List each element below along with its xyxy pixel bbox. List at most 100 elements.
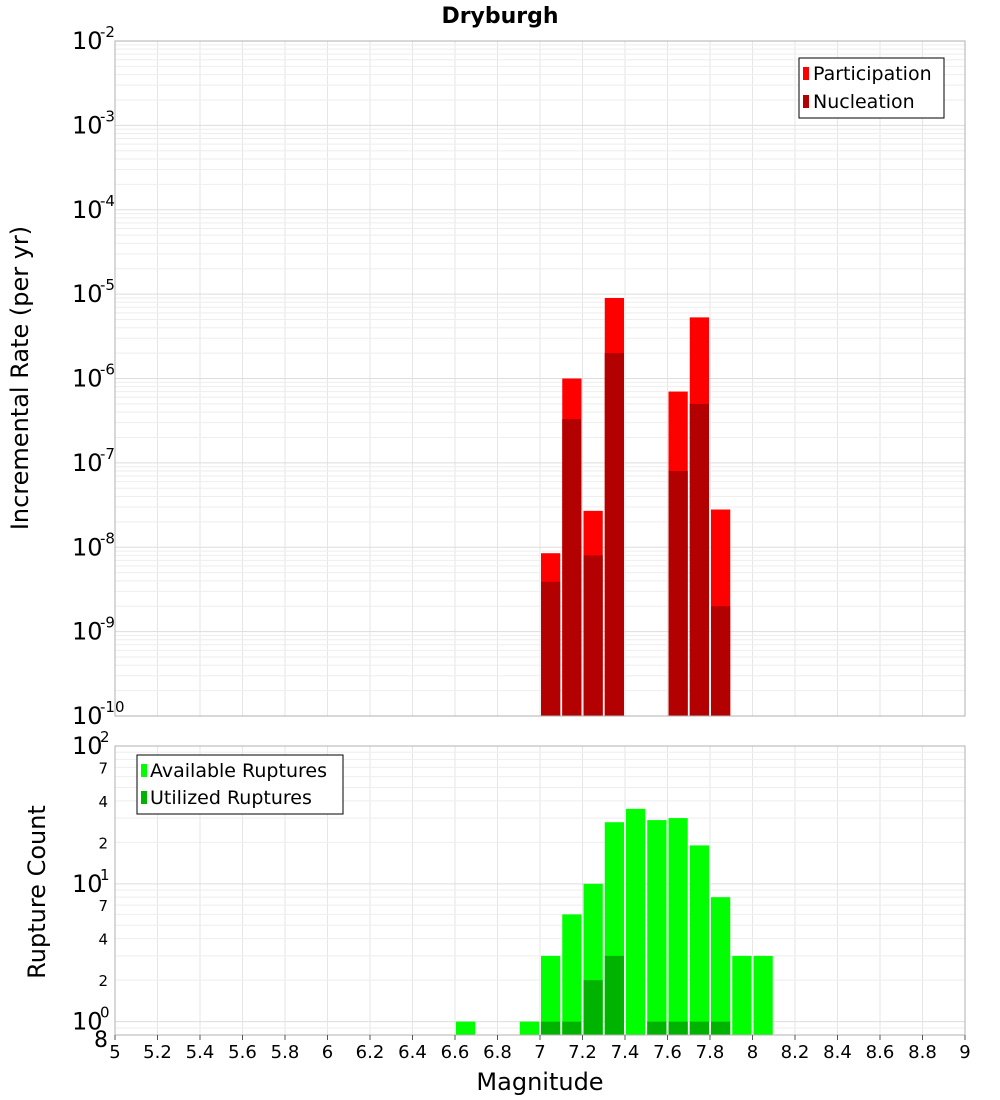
nucleation-bar (689, 403, 709, 716)
rate-y-tick-exponent: -8 (100, 529, 115, 547)
available-ruptures-bar (668, 818, 688, 1035)
x-tick-label: 7.2 (568, 1042, 597, 1063)
available-ruptures-bar (647, 820, 667, 1035)
legend-label-available: Available Ruptures (150, 760, 327, 782)
available-ruptures-bar (626, 808, 646, 1035)
rate-y-tick-label: 10-9 (72, 614, 115, 646)
available-ruptures-bar (689, 845, 709, 1035)
count-y-minor-tick-label: 2 (98, 972, 108, 990)
legend-label-utilized: Utilized Ruptures (150, 787, 312, 809)
rate-y-tick-base: 10 (72, 280, 103, 308)
nucleation-bar (583, 555, 603, 716)
utilized-ruptures-bar (562, 1021, 582, 1035)
count-y-minor-tick-label: 4 (98, 931, 108, 949)
x-tick-label: 9 (959, 1042, 970, 1063)
count-y-minor-tick-label: 7 (98, 759, 108, 777)
x-tick-label: 8.6 (866, 1042, 895, 1063)
rate-y-tick-exponent: -7 (100, 445, 115, 463)
available-ruptures-bar (456, 1021, 476, 1035)
utilized-ruptures-bar (668, 1021, 688, 1035)
x-axis-ticks: 5 5.2 5.4 5.6 5.8 6 6.2 6.4 6.6 6.8 7 7.2 7.4 7.6 7.8 8… (109, 1035, 971, 1063)
rate-y-tick-exponent: -10 (100, 698, 125, 716)
rate-y-tick-label: 10-2 (72, 23, 115, 55)
count-y-tick-label: 102 (72, 728, 110, 760)
nucleation-bar (541, 581, 561, 716)
utilized-ruptures-bar (541, 1021, 561, 1035)
utilized-ruptures-bar (604, 955, 624, 1035)
rate-y-tick-label: 10-8 (72, 529, 115, 561)
x-tick-label: 8.2 (781, 1042, 810, 1063)
rate-y-tick-base: 10 (72, 533, 103, 561)
x-tick-label: 8.8 (908, 1042, 937, 1063)
rate-y-tick-exponent: -2 (100, 23, 115, 41)
x-tick-label: 6.2 (356, 1042, 385, 1063)
count-y-tick-label: 100 (72, 1004, 110, 1036)
rate-plot-frame (114, 40, 966, 717)
count-y-minor-tick-label: 8 (94, 1028, 108, 1053)
count-bars (456, 808, 773, 1035)
nucleation-bar (711, 606, 731, 716)
utilized-ruptures-bar (583, 980, 603, 1035)
legend-label-nucleation: Nucleation (813, 91, 915, 113)
utilized-ruptures-bar (689, 1021, 709, 1035)
rate-y-tick-label: 10-5 (72, 276, 115, 308)
available-ruptures-bar (541, 955, 561, 1035)
rate-y-tick-exponent: -5 (100, 276, 115, 294)
legend-swatch-utilized (141, 791, 147, 804)
legend-label-participation: Participation (813, 63, 932, 85)
x-tick-label: 8 (747, 1042, 758, 1063)
rate-y-axis-label: Incremental Rate (per yr) (6, 226, 34, 530)
available-ruptures-bar (711, 897, 731, 1035)
nucleation-bar (668, 471, 688, 716)
rate-y-tick-exponent: -3 (100, 107, 115, 125)
rate-y-tick-label: 10-6 (72, 361, 115, 393)
rate-y-tick-label: 10-7 (72, 445, 115, 477)
available-ruptures-bar (519, 1021, 539, 1035)
rate-y-tick-label: 10-4 (72, 192, 115, 224)
count-y-tick-base: 10 (72, 1008, 103, 1036)
rate-y-tick-exponent: -9 (100, 614, 115, 632)
count-y-minor-tick-label: 7 (98, 897, 108, 915)
rate-bars (541, 297, 731, 716)
rate-y-tick-exponent: -6 (100, 361, 115, 379)
rate-grid (114, 41, 966, 717)
legend-swatch-nucleation (803, 95, 809, 108)
rate-y-tick-label: 10-10 (72, 698, 125, 730)
chart-title: Dryburgh (441, 4, 558, 29)
nucleation-bar (562, 419, 582, 716)
count-legend: Available Ruptures Utilized Ruptures (136, 754, 344, 815)
count-y-tick-exponent: 1 (100, 866, 110, 884)
x-tick-label: 6.8 (483, 1042, 512, 1063)
x-tick-label: 5 (109, 1042, 120, 1063)
x-tick-label: 7.8 (696, 1042, 725, 1063)
count-y-tick-label: 101 (72, 866, 110, 898)
rate-y-tick-base: 10 (72, 196, 103, 224)
x-axis-label: Magnitude (476, 1068, 603, 1096)
rate-y-tick-label: 10-3 (72, 107, 115, 139)
rate-legend-box (798, 57, 945, 119)
x-tick-label: 7.4 (611, 1042, 640, 1063)
x-tick-label: 7 (534, 1042, 545, 1063)
legend-swatch-participation (803, 67, 809, 80)
x-tick-label: 8.4 (823, 1042, 852, 1063)
count-y-axis-label: Rupture Count (23, 805, 51, 979)
rate-y-tick-base: 10 (72, 449, 103, 477)
x-tick-label: 5.2 (143, 1042, 172, 1063)
count-y-tick-base: 10 (72, 732, 103, 760)
count-y-tick-exponent: 0 (100, 1004, 110, 1022)
rate-y-tick-base: 10 (72, 365, 103, 393)
rate-y-tick-base: 10 (72, 702, 103, 730)
x-tick-label: 6 (322, 1042, 333, 1063)
rate-y-tick-exponent: -4 (100, 192, 115, 210)
count-y-minor-tick-label: 4 (98, 793, 108, 811)
count-y-tick-exponent: 2 (100, 728, 110, 746)
rate-legend: Participation Nucleation (798, 57, 945, 119)
x-tick-label: 6.6 (441, 1042, 470, 1063)
x-tick-label: 5.4 (186, 1042, 215, 1063)
rate-y-tick-base: 10 (72, 618, 103, 646)
